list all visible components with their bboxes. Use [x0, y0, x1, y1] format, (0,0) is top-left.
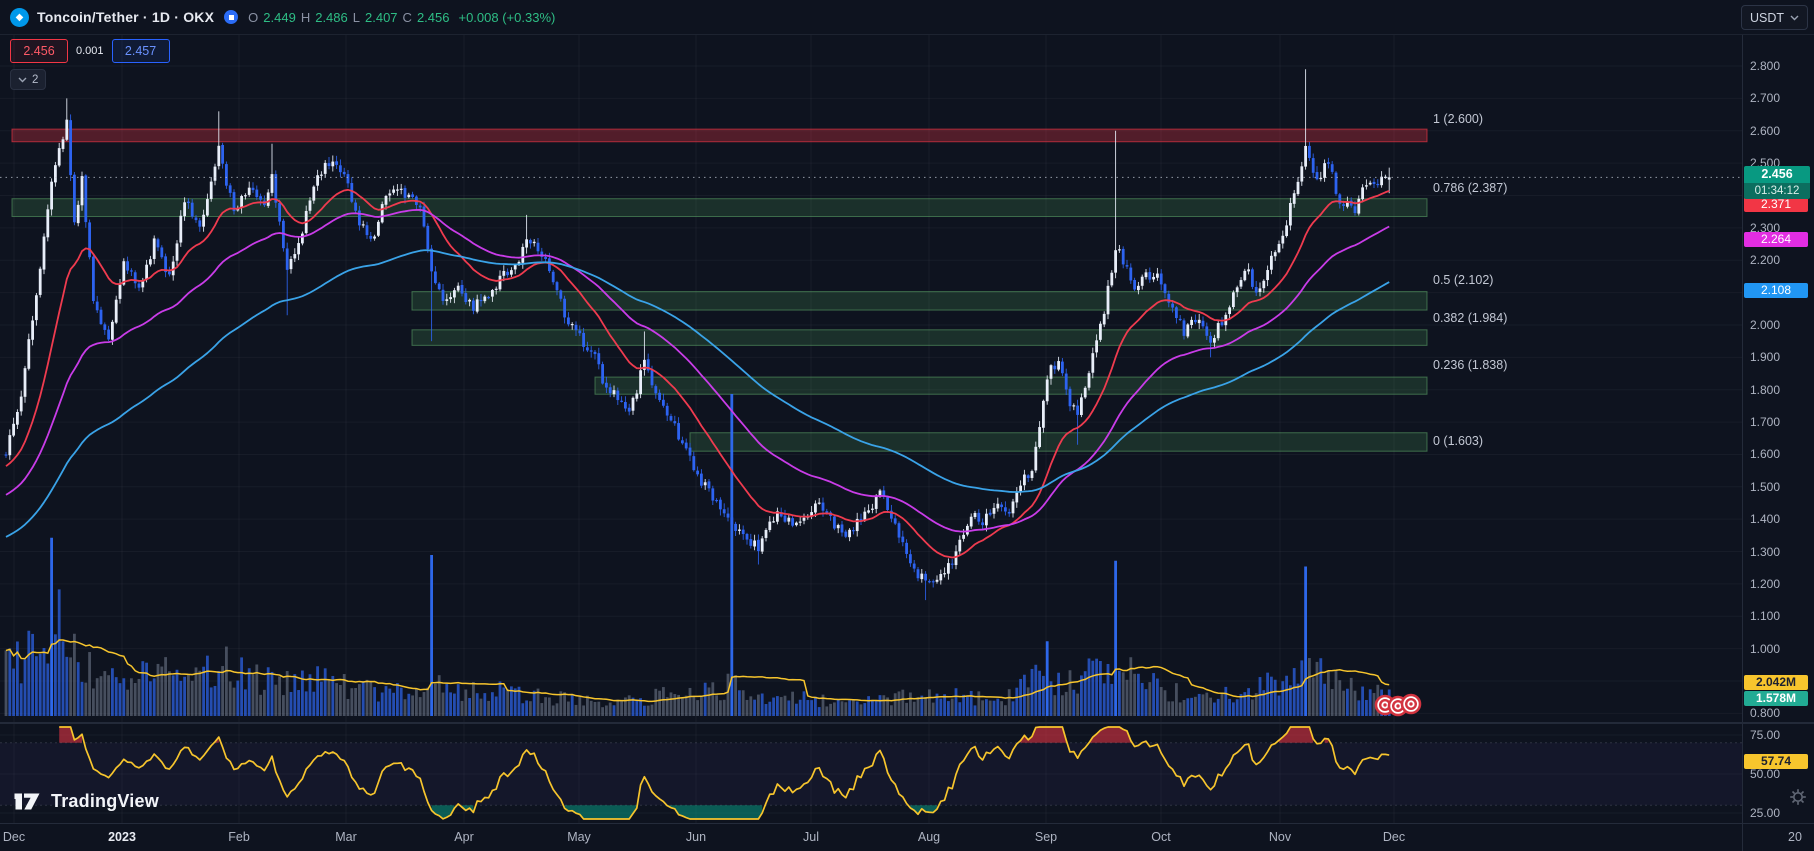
time-axis-tick: Feb — [228, 830, 250, 844]
open-label: O — [248, 9, 259, 25]
legend-collapse-button[interactable]: 2 — [10, 69, 47, 90]
ma-price-badge: 2.371 — [1744, 197, 1808, 213]
volume-layer — [4, 394, 1391, 716]
fib-level-label: 0.236 (1.838) — [1433, 358, 1508, 373]
time-axis-tick: Oct — [1151, 830, 1171, 844]
open-value: 2.449 — [263, 9, 296, 25]
time-axis-tick: Jun — [685, 830, 707, 844]
fib-band[interactable] — [411, 329, 1428, 346]
time-axis-border — [0, 823, 1814, 824]
chevron-down-icon — [18, 77, 27, 82]
close-label: C — [402, 9, 412, 25]
price-axis-label: 2.000 — [1750, 317, 1781, 332]
time-axis-tick: Sep — [1034, 830, 1058, 844]
price-axis-label: 1.000 — [1750, 641, 1781, 656]
currency-dropdown[interactable]: USDT — [1740, 5, 1808, 30]
exchange-logo-icon — [224, 10, 239, 24]
current-price-value: 2.456 — [1744, 166, 1810, 183]
low-value: 2.407 — [365, 9, 398, 25]
price-axis-label: 1.400 — [1750, 512, 1781, 527]
price-axis-label: 2.800 — [1750, 59, 1781, 73]
price-axis-border — [1742, 35, 1743, 851]
fib-level-label: 1 (2.600) — [1433, 111, 1484, 126]
price-axis-label: 2.700 — [1750, 91, 1781, 106]
rsi-axis-label: 25.00 — [1750, 806, 1781, 820]
price-axis-label: 2.600 — [1750, 123, 1781, 138]
currency-dropdown-label: USDT — [1749, 10, 1784, 25]
price-axis-label: 1.100 — [1750, 609, 1781, 624]
time-axis-tick: Apr — [454, 830, 474, 844]
time-axis-tick: 2023 — [108, 830, 136, 844]
price-axis-label: 0.800 — [1750, 706, 1781, 721]
price-axis-label: 2.300 — [1750, 220, 1781, 235]
bar-countdown: 01:34:12 — [1744, 183, 1810, 199]
chart-toolbar: ◆ Toncoin/Tether · 1D · OKX O 2.449 H 2.… — [0, 0, 1814, 35]
fib-bands-layer — [11, 128, 1428, 452]
sell-button[interactable]: 2.456 — [10, 39, 68, 63]
fib-level-label: 0.786 (2.387) — [1433, 180, 1508, 195]
fib-level-label: 0 (1.603) — [1433, 434, 1484, 449]
chevron-down-icon — [1790, 15, 1799, 20]
high-label: H — [300, 9, 311, 25]
current-price-badge: 2.456 01:34:12 — [1744, 166, 1810, 199]
price-axis-label: 1.600 — [1750, 447, 1781, 462]
change-value: +0.008 (+0.33%) — [458, 9, 556, 25]
time-axis-tick: Aug — [917, 830, 941, 844]
tradingview-watermark[interactable]: TradingView — [12, 788, 159, 814]
time-axis[interactable] — [0, 824, 1814, 851]
time-axis-tick: May — [567, 830, 591, 844]
rsi-axis-label: 75.00 — [1750, 728, 1781, 742]
gear-icon[interactable] — [1789, 788, 1807, 806]
fib-level-label: 0.5 (2.102) — [1433, 272, 1494, 287]
time-axis-tick: Jul — [803, 830, 819, 844]
buy-button[interactable]: 2.457 — [111, 39, 170, 63]
rsi-value-badge: 57.74 — [1744, 754, 1808, 770]
price-axis-label: 1.200 — [1750, 576, 1781, 591]
time-axis-tick: Dec — [1382, 830, 1406, 844]
moving-averages-layer — [5, 188, 1390, 559]
quote-row: 2.456 0.001 2.457 — [10, 39, 170, 63]
ma-price-badge: 2.264 — [1744, 232, 1808, 247]
fib-band[interactable] — [594, 376, 1428, 395]
high-value: 2.486 — [315, 9, 348, 25]
pane-separator[interactable] — [0, 722, 1814, 724]
volume-value-badge: 1.578M — [1744, 691, 1808, 706]
tradingview-watermark-text: TradingView — [51, 790, 159, 811]
close-value: 2.456 — [416, 9, 450, 25]
grid-layer — [0, 35, 1742, 823]
price-axis-label: 1.800 — [1750, 382, 1781, 397]
volume-value-badge: 2.042M — [1744, 675, 1808, 690]
fib-band[interactable] — [11, 198, 1428, 218]
candles-layer — [4, 69, 1391, 601]
tradingview-logo-icon — [14, 793, 40, 810]
price-axis-label: 1.700 — [1750, 415, 1781, 430]
price-axis-label: 1.300 — [1750, 544, 1781, 559]
spread-value: 0.001 — [76, 45, 104, 57]
rsi-axis-label: 50.00 — [1750, 767, 1781, 781]
time-axis-tick: Mar — [335, 830, 357, 844]
hidden-indicator-count: 2 — [32, 73, 39, 86]
rsi-layer — [0, 726, 1742, 820]
toncoin-logo-icon: ◆ — [10, 7, 29, 27]
price-axis-label: 1.900 — [1750, 350, 1781, 365]
fib-band[interactable] — [11, 128, 1428, 143]
price-axis-label: 1.500 — [1750, 479, 1781, 494]
time-axis-tick: Nov — [1268, 830, 1292, 844]
ohlc-readout: O 2.449 H 2.486 L 2.407 C 2.456 +0.008 (… — [248, 10, 555, 25]
ma-price-badge: 2.108 — [1744, 282, 1808, 298]
price-axis-label: 2.200 — [1750, 253, 1781, 268]
time-axis-tick: Dec — [2, 830, 26, 844]
time-axis-corner-label: 20 — [1788, 830, 1802, 844]
target-icon — [1400, 693, 1422, 715]
fib-level-label: 0.382 (1.984) — [1433, 311, 1508, 326]
symbol-title[interactable]: Toncoin/Tether · 1D · OKX — [37, 9, 215, 25]
target-emoji-stickers[interactable] — [1374, 691, 1424, 719]
low-label: L — [352, 9, 360, 25]
